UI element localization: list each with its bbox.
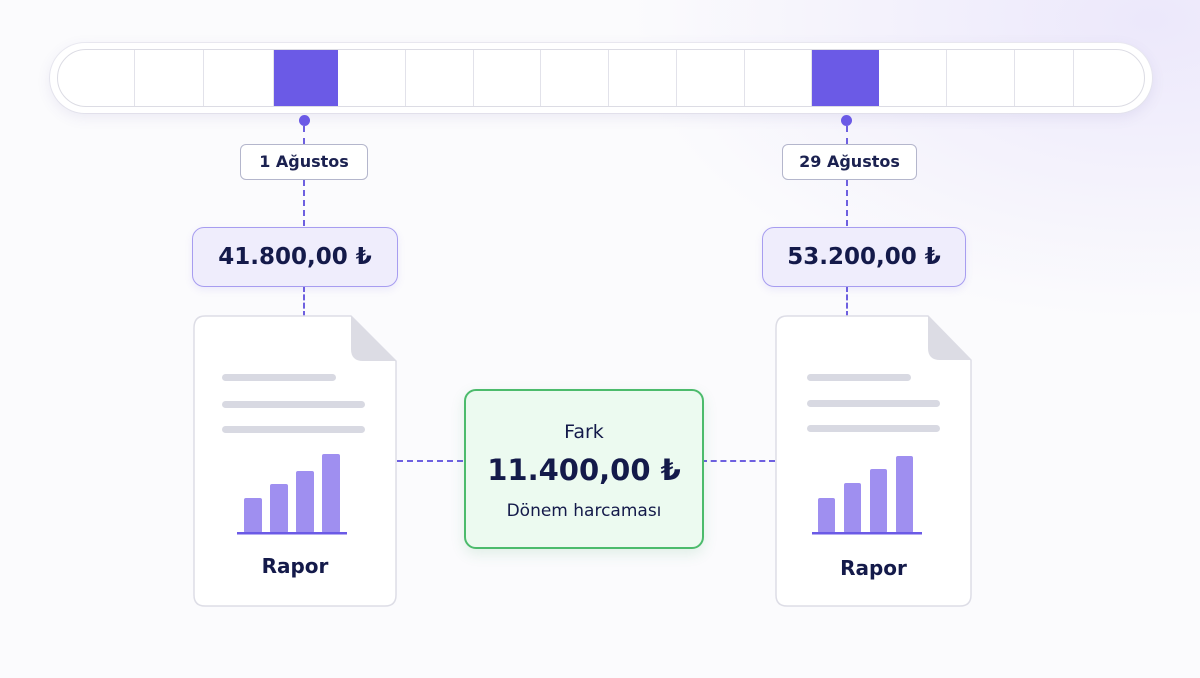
left-timeline-marker-dot xyxy=(299,115,310,126)
timeline-segment xyxy=(1015,50,1074,106)
difference-title: Fark xyxy=(564,421,604,443)
right-report-document: Rapor xyxy=(775,315,972,607)
difference-box: Fark 11.400,00 ₺ Dönem harcaması xyxy=(464,389,704,549)
right-report-label: Rapor xyxy=(840,556,907,580)
left-report-label: Rapor xyxy=(261,554,329,578)
timeline-segment xyxy=(879,50,947,106)
timeline-segment xyxy=(677,50,745,106)
left-date-label: 1 Ağustos xyxy=(240,144,368,180)
right-amount-badge: 53.200,00 ₺ xyxy=(762,227,966,287)
left-connector-line xyxy=(303,126,305,144)
document-report-icon xyxy=(193,315,397,607)
timeline-bar xyxy=(50,43,1152,113)
timeline-segment-highlighted xyxy=(274,50,338,106)
right-connector-line xyxy=(846,286,848,317)
left-to-difference-connector xyxy=(397,460,463,462)
bar-chart-icon xyxy=(237,454,347,535)
timeline-segment xyxy=(338,50,406,106)
timeline-segment xyxy=(609,50,677,106)
left-connector-line xyxy=(303,286,305,317)
right-date-label: 29 Ağustos xyxy=(782,144,917,180)
right-connector-line xyxy=(846,126,848,144)
left-connector-line xyxy=(303,180,305,226)
timeline-segment xyxy=(135,50,204,106)
timeline-segment xyxy=(204,50,274,106)
timeline-segment xyxy=(1074,50,1144,106)
difference-value: 11.400,00 ₺ xyxy=(487,453,681,487)
timeline-segment xyxy=(406,50,474,106)
timeline-segment xyxy=(541,50,609,106)
timeline-segment xyxy=(745,50,812,106)
timeline-segment xyxy=(58,50,135,106)
right-connector-line xyxy=(846,180,848,226)
timeline-segment-highlighted xyxy=(812,50,879,106)
difference-to-right-connector xyxy=(701,460,775,462)
left-amount-badge: 41.800,00 ₺ xyxy=(192,227,398,287)
left-report-document: Rapor xyxy=(193,315,397,607)
bar-chart-icon xyxy=(812,456,922,535)
right-timeline-marker-dot xyxy=(841,115,852,126)
timeline-segment xyxy=(474,50,541,106)
difference-subtitle: Dönem harcaması xyxy=(506,501,662,521)
timeline-segment xyxy=(947,50,1015,106)
timeline-segments xyxy=(57,49,1145,107)
document-report-icon xyxy=(775,315,972,607)
